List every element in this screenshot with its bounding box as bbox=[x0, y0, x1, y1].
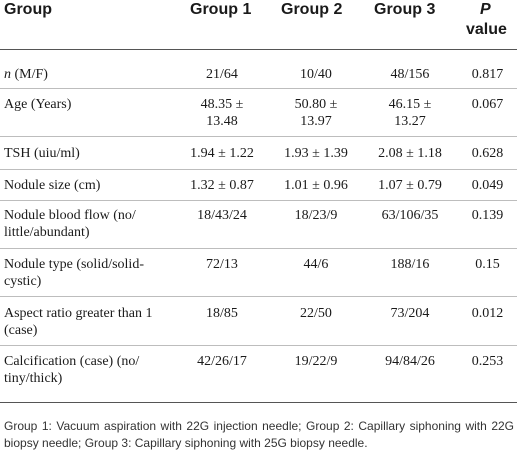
row-label: n (M/F) bbox=[4, 67, 48, 82]
cell-group-2: 19/22/9 bbox=[294, 354, 338, 369]
header-group-3: Group 3 bbox=[374, 1, 436, 18]
table-footnote: Group 1: Vacuum aspiration with 22G inje… bbox=[4, 419, 514, 450]
cell-group-3: 188/16 bbox=[390, 257, 430, 272]
cell-group-2: 1.93 ± 1.39 bbox=[284, 146, 348, 161]
cell-group-1: 42/26/17 bbox=[197, 354, 247, 369]
row-divider bbox=[0, 169, 517, 170]
cell-p-value: 0.628 bbox=[471, 146, 504, 161]
cell-group-2: 22/50 bbox=[300, 306, 332, 321]
row-divider bbox=[0, 296, 517, 297]
cell-p-value: 0.15 bbox=[475, 257, 500, 272]
table-bottom-rule bbox=[0, 402, 517, 403]
cell-group-2: 1.01 ± 0.96 bbox=[284, 178, 348, 193]
header-rule bbox=[0, 49, 517, 50]
cell-p-value: 0.253 bbox=[471, 354, 504, 369]
row-label: Age (Years) bbox=[4, 97, 72, 112]
header-p: P bbox=[480, 1, 491, 18]
row-label: Nodule blood flow (no/little/abundant) bbox=[4, 208, 136, 240]
cell-p-value: 0.817 bbox=[471, 67, 504, 82]
cell-group-2: 50.80 ±13.97 bbox=[294, 97, 338, 129]
row-divider bbox=[0, 200, 517, 201]
cell-group-1: 21/64 bbox=[206, 67, 238, 82]
cell-group-1: 1.32 ± 0.87 bbox=[190, 178, 254, 193]
cell-group-1: 18/85 bbox=[206, 306, 238, 321]
cell-group-1: 48.35 ±13.48 bbox=[200, 97, 244, 129]
cell-group-3: 1.07 ± 0.79 bbox=[378, 178, 442, 193]
header-group-2: Group 2 bbox=[281, 1, 343, 18]
row-divider bbox=[0, 88, 517, 89]
cell-p-value: 0.067 bbox=[471, 97, 504, 112]
header-group: Group bbox=[4, 1, 52, 18]
row-label: Calcification (case) (no/tiny/thick) bbox=[4, 354, 140, 386]
row-label: TSH (uiu/ml) bbox=[4, 146, 80, 161]
cell-group-2: 44/6 bbox=[303, 257, 329, 272]
header-group-1: Group 1 bbox=[190, 1, 252, 18]
row-label: Aspect ratio greater than 1 (case) bbox=[4, 306, 153, 338]
row-label: Nodule type (solid/solid-cystic) bbox=[4, 257, 144, 289]
cell-group-1: 18/43/24 bbox=[197, 208, 247, 223]
cell-group-3: 46.15 ±13.27 bbox=[388, 97, 432, 129]
cell-group-1: 72/13 bbox=[206, 257, 238, 272]
cell-p-value: 0.012 bbox=[471, 306, 504, 321]
cell-p-value: 0.049 bbox=[471, 178, 504, 193]
row-divider bbox=[0, 248, 517, 249]
cell-group-3: 73/204 bbox=[390, 306, 430, 321]
header-value: value bbox=[466, 21, 507, 38]
cell-group-3: 2.08 ± 1.18 bbox=[378, 146, 442, 161]
cell-group-2: 18/23/9 bbox=[294, 208, 338, 223]
row-label: Nodule size (cm) bbox=[4, 178, 101, 193]
cell-p-value: 0.139 bbox=[471, 208, 504, 223]
cell-group-3: 94/84/26 bbox=[385, 354, 435, 369]
cell-group-2: 10/40 bbox=[300, 67, 332, 82]
cell-group-1: 1.94 ± 1.22 bbox=[190, 146, 254, 161]
cell-group-3: 63/106/35 bbox=[381, 208, 439, 223]
row-divider bbox=[0, 136, 517, 137]
row-divider bbox=[0, 345, 517, 346]
cell-group-3: 48/156 bbox=[390, 67, 430, 82]
